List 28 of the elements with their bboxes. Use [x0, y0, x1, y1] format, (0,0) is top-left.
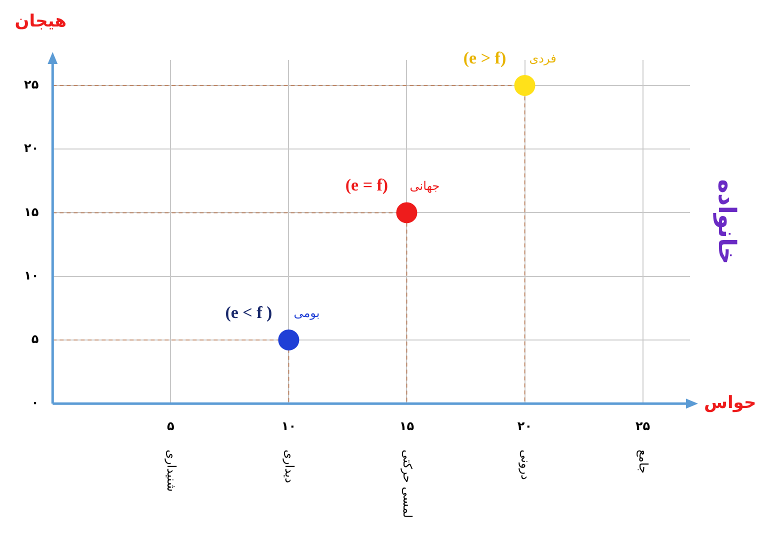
y-tick-label: ۲۵ — [24, 78, 39, 92]
annotation: (e > f) — [463, 48, 506, 68]
text: جامع — [636, 450, 651, 474]
point — [278, 329, 300, 350]
annotation: (e = f) — [345, 176, 388, 195]
x-tick-label: ۵ — [167, 418, 174, 433]
series-label: فردی — [529, 52, 556, 66]
annotation: (e < f ) — [225, 302, 272, 322]
text: دیداری — [282, 450, 297, 484]
text: شنیداری — [164, 450, 179, 492]
x-axis-title: حواس — [704, 393, 756, 414]
text: لمسی حرکتی — [400, 450, 415, 518]
text: درونی — [518, 450, 533, 480]
x-tick-label: ۲۰ — [517, 418, 532, 433]
x-tick-label: ۱۰ — [281, 418, 296, 433]
x-tick-label: ۲۵ — [635, 418, 650, 433]
point — [396, 202, 418, 224]
series-label: جهانی — [410, 178, 440, 193]
x-tick-label: ۱۵ — [399, 418, 414, 433]
y-tick-label: ۱۵ — [24, 204, 39, 219]
point — [514, 74, 536, 96]
y-tick-label: ۵ — [31, 332, 39, 346]
y-tick-label: ۱۰ — [24, 268, 39, 282]
text: خانواده — [712, 179, 741, 264]
y-tick-label: ۲۰ — [24, 141, 39, 156]
series-label: بومی — [294, 306, 320, 320]
y-axis-title: هیجان — [14, 11, 67, 32]
y-tick-label: ۰ — [31, 396, 39, 410]
